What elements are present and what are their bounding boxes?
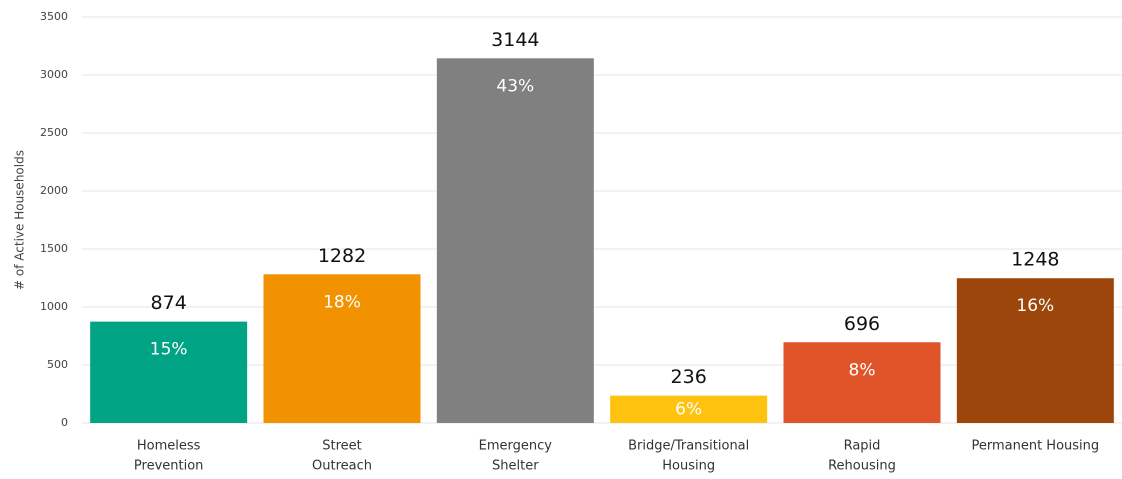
percent-label: 16% — [1016, 296, 1054, 316]
y-tick-label: 0 — [61, 416, 68, 429]
percent-label: 8% — [849, 360, 876, 380]
value-label: 236 — [671, 366, 707, 388]
bar — [956, 278, 1114, 423]
y-axis-label: # of Active Households — [13, 150, 27, 290]
value-label: 874 — [151, 292, 187, 314]
value-label: 1248 — [1011, 249, 1059, 271]
x-tick-label: Rapid — [844, 439, 881, 454]
x-tick-label: Homeless — [137, 439, 201, 454]
value-label: 696 — [844, 313, 880, 335]
x-tick-label: Bridge/Transitional — [628, 439, 749, 454]
x-tick-label: Shelter — [492, 459, 539, 474]
value-label: 3144 — [491, 29, 539, 51]
x-tick-label: Outreach — [312, 459, 372, 474]
x-tick-label: Rehousing — [828, 459, 896, 474]
percent-label: 18% — [323, 292, 361, 312]
x-tick-label: Housing — [662, 459, 715, 474]
bar — [610, 395, 768, 423]
percent-label: 43% — [496, 76, 534, 96]
x-tick-label: Emergency — [479, 439, 553, 454]
bar — [436, 58, 594, 424]
bar — [783, 342, 941, 423]
x-tick-label: Prevention — [134, 459, 204, 474]
y-tick-label: 2000 — [40, 184, 68, 197]
x-tick-label: Street — [322, 439, 362, 454]
y-tick-label: 2500 — [40, 126, 68, 139]
bar — [263, 274, 421, 423]
bar — [90, 321, 248, 423]
percent-label: 15% — [150, 340, 188, 360]
y-tick-label: 1000 — [40, 300, 68, 313]
percent-label: 6% — [675, 399, 702, 419]
y-tick-label: 3500 — [40, 10, 68, 23]
y-tick-label: 500 — [47, 358, 68, 371]
y-tick-label: 1500 — [40, 242, 68, 255]
y-tick-label: 3000 — [40, 68, 68, 81]
x-tick-label: Permanent Housing — [971, 439, 1099, 454]
value-label: 1282 — [318, 245, 366, 267]
